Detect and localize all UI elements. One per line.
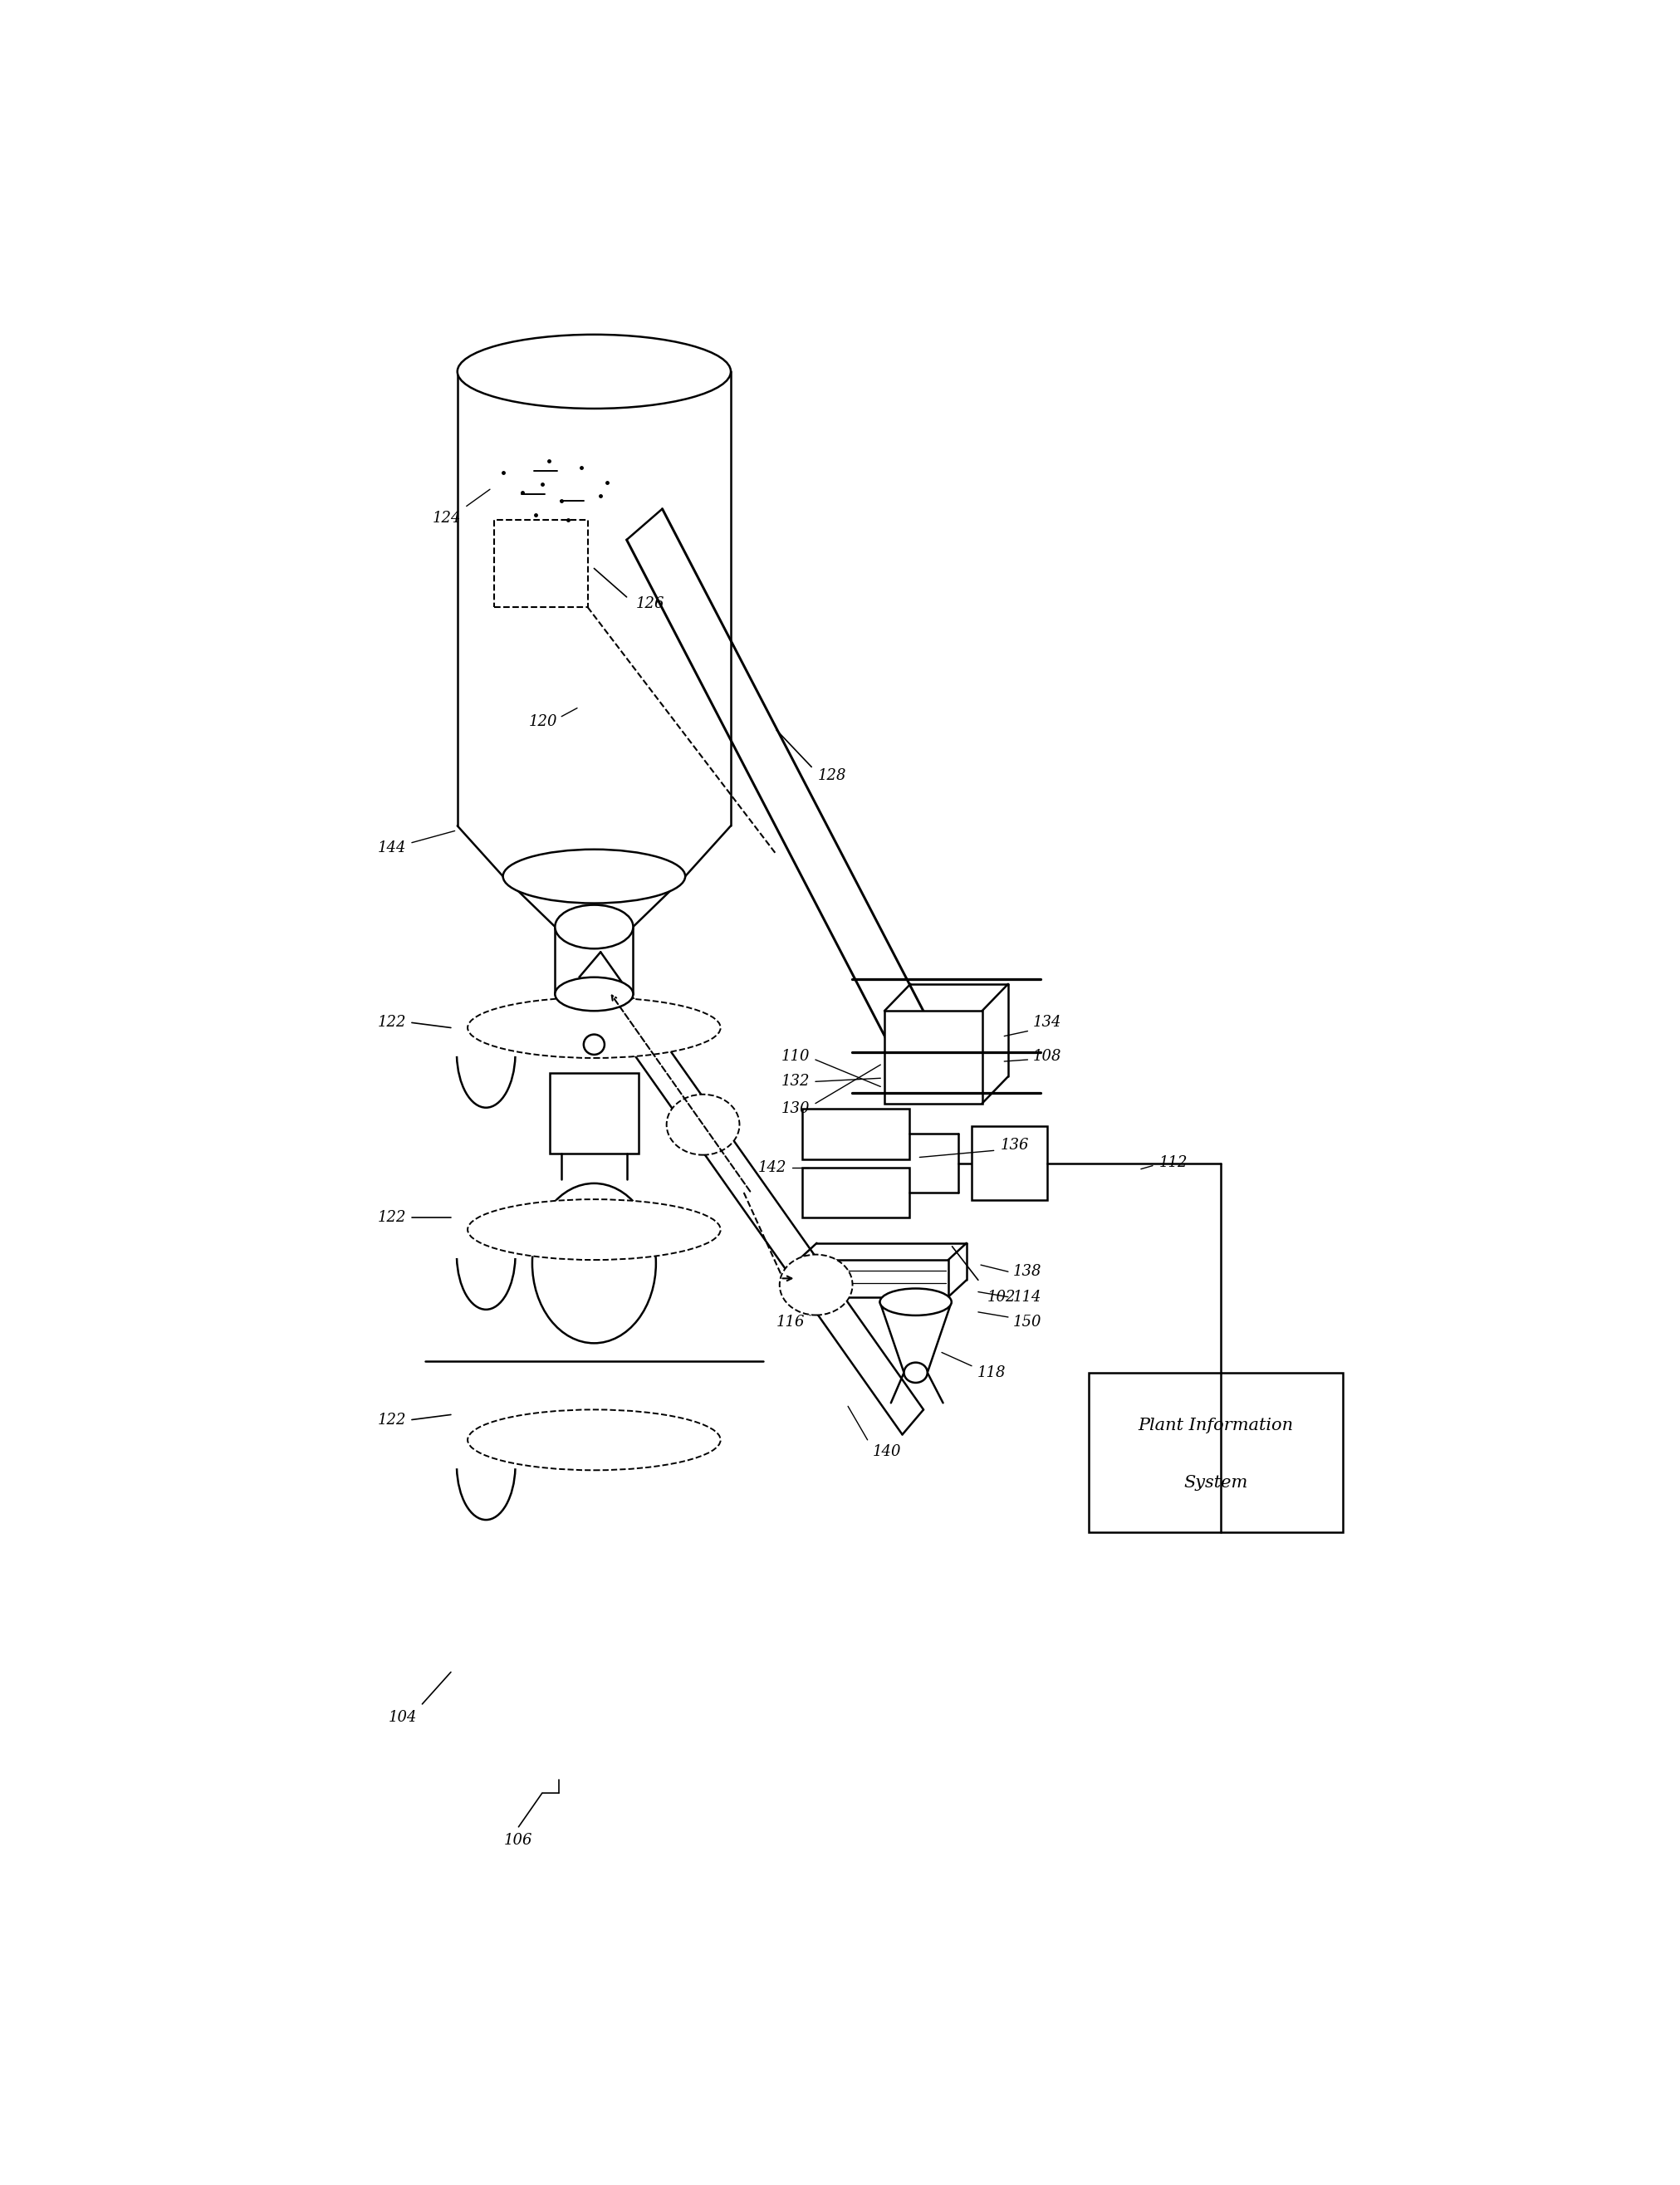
Text: 130: 130 [781,1101,810,1117]
Text: 150: 150 [1013,1315,1042,1331]
Ellipse shape [533,1184,655,1344]
Text: 112: 112 [1159,1156,1188,1169]
Bar [549,1073,638,1154]
Text: 122: 122 [378,1016,407,1029]
Text: 132: 132 [781,1075,810,1088]
Ellipse shape [457,334,731,409]
Text: 102: 102 [988,1289,1016,1304]
Ellipse shape [583,1034,605,1055]
Text: 142: 142 [758,1160,786,1176]
Ellipse shape [502,850,685,902]
Text: 110: 110 [781,1049,810,1064]
Bar [803,1108,909,1158]
Text: 106: 106 [504,1833,533,1849]
Text: 128: 128 [818,767,847,782]
Ellipse shape [554,905,633,948]
Ellipse shape [667,1095,739,1156]
Ellipse shape [780,1254,852,1315]
Text: 122: 122 [378,1412,407,1427]
Text: 122: 122 [378,1210,407,1226]
Text: 116: 116 [776,1315,805,1331]
Ellipse shape [467,996,721,1058]
Text: 136: 136 [1000,1138,1028,1154]
Text: Plant Information: Plant Information [1137,1418,1294,1433]
Text: 104: 104 [388,1711,417,1724]
Bar [1089,1372,1342,1532]
Text: 108: 108 [1033,1049,1062,1064]
Text: 124: 124 [433,511,462,524]
Text: 126: 126 [635,597,664,612]
Bar [803,1167,909,1217]
Text: 134: 134 [1033,1016,1062,1029]
Ellipse shape [467,1409,721,1471]
Bar [884,1012,983,1103]
Bar [494,520,588,607]
Bar [798,1261,948,1298]
Text: 120: 120 [529,714,558,730]
Ellipse shape [467,1200,721,1261]
Text: 144: 144 [378,841,407,854]
Text: 140: 140 [872,1444,902,1460]
Ellipse shape [880,1289,951,1315]
Text: 118: 118 [976,1366,1006,1381]
Text: 114: 114 [1013,1289,1042,1304]
Text: System: System [1184,1475,1248,1490]
Bar [971,1125,1047,1200]
Ellipse shape [904,1363,927,1383]
Text: 138: 138 [1013,1265,1042,1278]
Ellipse shape [554,977,633,1012]
